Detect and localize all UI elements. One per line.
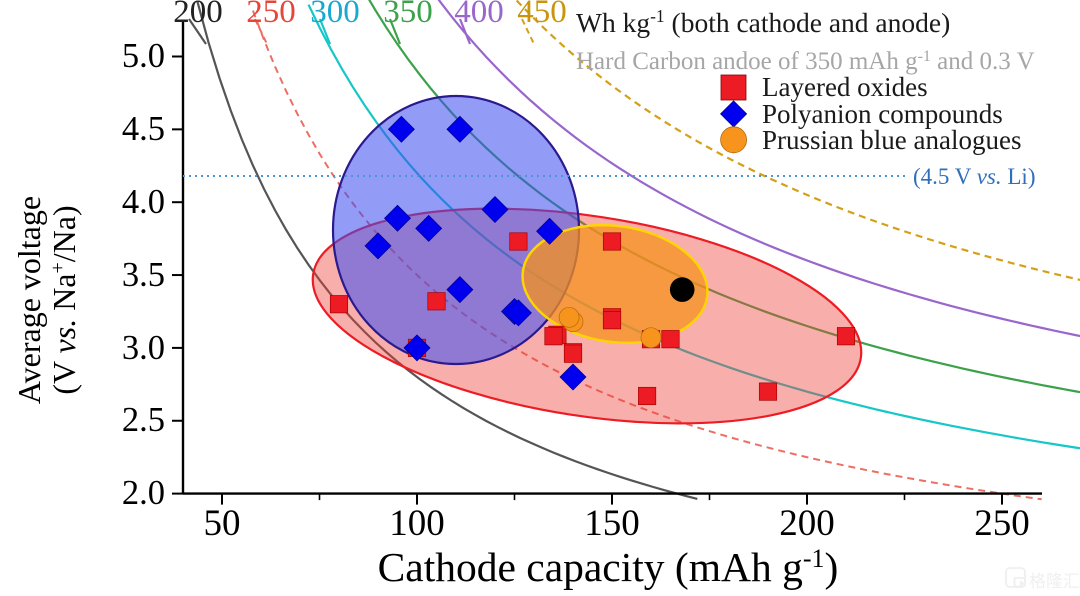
svg-text:Cathode capacity (mAh g-1): Cathode capacity (mAh g-1)	[378, 544, 839, 592]
svg-text:250: 250	[246, 0, 296, 30]
svg-text:50: 50	[204, 503, 241, 544]
svg-text:Hard Carbon andoe of 350 mAh g: Hard Carbon andoe of 350 mAh g-1 and 0.3…	[576, 48, 1035, 76]
svg-text:450: 450	[517, 0, 567, 30]
svg-text:4.5: 4.5	[122, 110, 165, 148]
svg-text:350: 350	[383, 0, 433, 30]
svg-text:(4.5 V vs. Li): (4.5 V vs. Li)	[913, 164, 1035, 189]
svg-text:Layered oxides: Layered oxides	[762, 72, 928, 102]
svg-text:5.0: 5.0	[122, 37, 165, 75]
svg-text:150: 150	[584, 503, 640, 544]
svg-text:Wh kg-1 (both cathode and anod: Wh kg-1 (both cathode and anode)	[576, 6, 950, 38]
svg-text:3.0: 3.0	[122, 329, 165, 367]
svg-text:200: 200	[173, 0, 223, 30]
svg-text:100: 100	[389, 503, 445, 544]
svg-text:4.0: 4.0	[122, 183, 165, 221]
svg-text:3.5: 3.5	[122, 256, 165, 294]
svg-text:200: 200	[779, 503, 835, 544]
svg-text:300: 300	[310, 0, 360, 30]
svg-text:格隆汇: 格隆汇	[1029, 572, 1080, 591]
svg-text:Average voltage: Average voltage	[11, 196, 47, 404]
svg-text:2.0: 2.0	[122, 474, 165, 512]
svg-text:2.5: 2.5	[122, 401, 165, 439]
svg-text:250: 250	[974, 503, 1030, 544]
svg-text:400: 400	[454, 0, 504, 30]
svg-text:Prussian blue analogues: Prussian blue analogues	[762, 125, 1021, 155]
svg-text:(V vs. Na+/Na): (V vs. Na+/Na)	[46, 205, 82, 394]
